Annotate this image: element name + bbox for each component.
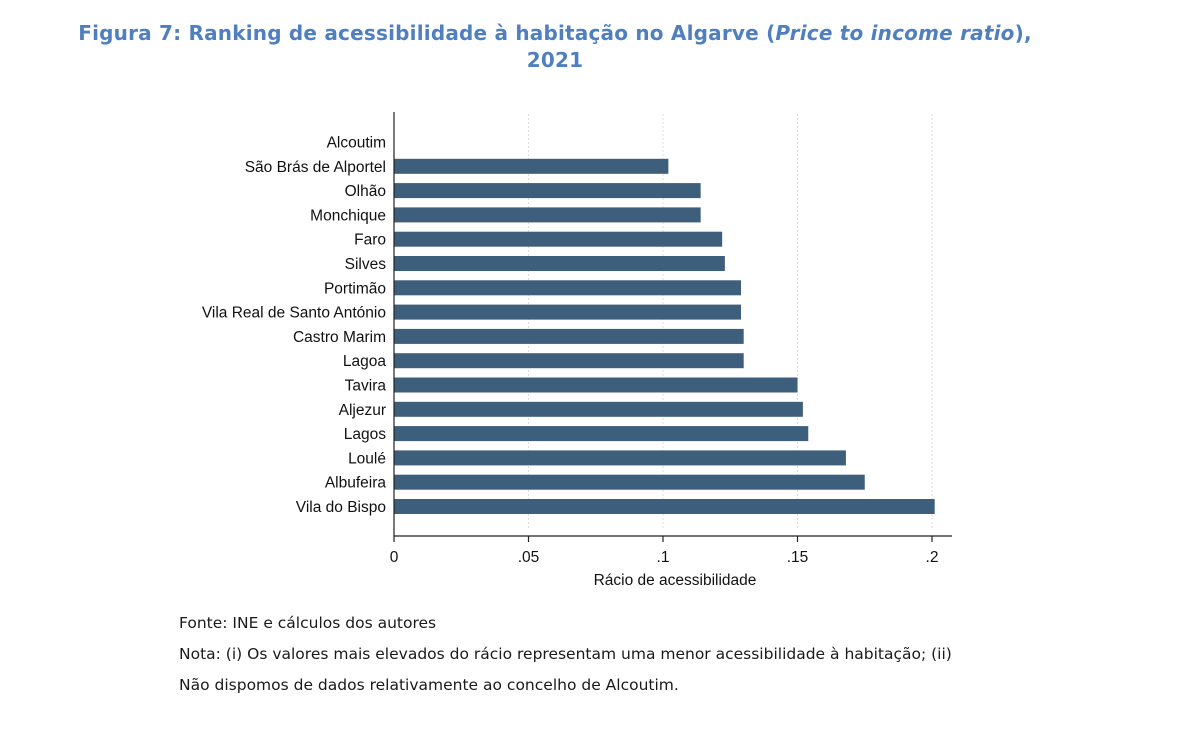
bar [394,401,803,417]
bar [394,328,744,344]
category-label: Vila Real de Santo António [202,305,386,322]
x-axis-title: Rácio de acessibilidade [594,572,757,589]
bar [394,499,935,514]
category-label: Silves [345,256,387,273]
figure-title: Figura 7: Ranking de acessibilidade à ha… [0,20,1110,74]
bar [394,280,742,296]
bar [394,426,809,442]
note-line-2: Não dispomos de dados relativamente ao c… [179,676,679,694]
figure-title-italic: Price to income ratio [775,21,1015,45]
bar [394,353,744,369]
category-label: Faro [354,232,386,249]
category-label: Portimão [324,280,386,297]
x-tick-label: .15 [787,549,809,566]
x-tick-label: 0 [390,549,399,566]
category-label: Aljezur [339,402,386,419]
category-label: Alcoutim [327,135,386,152]
bar [394,207,701,223]
bar [394,450,846,466]
category-label: Loulé [348,450,386,467]
x-tick-label: .05 [518,549,540,566]
category-label: Tavira [345,378,387,395]
figure-title-suffix: ), [1014,21,1032,45]
x-tick-label: .2 [926,549,939,566]
x-tick-label: .1 [657,549,670,566]
bar [394,474,865,490]
bar [394,231,723,247]
category-label: Monchique [310,207,386,224]
bar-chart: Alcoutim São Brás de Alportel Olhão Monchiq… [202,112,952,589]
category-label: Lagoa [343,353,386,370]
category-label: São Brás de Alportel [245,159,386,176]
bar [394,304,742,320]
bar [394,377,798,393]
source-note: Fonte: INE e cálculos dos autores [179,614,437,632]
category-label: Castro Marim [293,329,386,346]
category-label: Albufeira [325,475,387,492]
category-label: Vila do Bispo [296,499,386,516]
bar [394,256,725,271]
bar [394,183,701,199]
note-line-1: Nota: (i) Os valores mais elevados do rá… [179,645,952,663]
figure-notes: Fonte: INE e cálculos dos autores Nota: … [179,611,1159,704]
category-label: Lagos [344,426,386,443]
bar [394,158,669,174]
figure-title-year: 2021 [526,48,584,72]
figure-title-prefix: Figura 7: Ranking de acessibilidade à ha… [78,21,776,45]
category-label: Olhão [345,183,386,200]
